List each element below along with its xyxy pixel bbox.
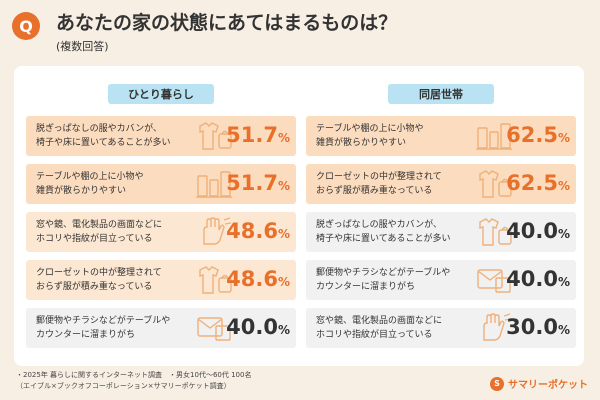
shirt-bag-icon bbox=[474, 216, 514, 248]
value-unit: % bbox=[277, 227, 290, 241]
data-label: 48.6% bbox=[226, 267, 290, 291]
hand-wipe-icon bbox=[474, 312, 514, 344]
value-unit: % bbox=[557, 323, 570, 337]
page-title: あなたの家の状態にあてはまるものは？ bbox=[56, 12, 398, 34]
value-number: 40.0 bbox=[226, 315, 278, 339]
category-label: 脱ぎっぱなしの服やカバンが、 椅子や床に置いてあることが多い bbox=[36, 124, 171, 148]
value-number: 48.6 bbox=[226, 219, 278, 243]
value-unit: % bbox=[557, 275, 570, 289]
category-label: 窓や鏡、電化製品の画面などに ホコリや指紋が目立っている bbox=[316, 316, 443, 340]
value-number: 30.0 bbox=[506, 315, 558, 339]
hand-wipe-icon bbox=[194, 216, 234, 248]
value-unit: % bbox=[557, 179, 570, 193]
mail-icon bbox=[194, 312, 234, 344]
value-number: 40.0 bbox=[506, 267, 558, 291]
value-unit: % bbox=[557, 131, 570, 145]
category-label: 窓や鏡、電化製品の画面などに ホコリや指紋が目立っている bbox=[36, 220, 163, 244]
chart-bar: テーブルや棚の上に小物や 雑貨が散らかりやすい 51.7% bbox=[26, 164, 296, 204]
data-label: 62.5% bbox=[506, 171, 570, 195]
value-unit: % bbox=[277, 275, 290, 289]
value-unit: % bbox=[557, 227, 570, 241]
category-label: テーブルや棚の上に小物や 雑貨が散らかりやすい bbox=[36, 172, 144, 196]
chart-bar: 窓や鏡、電化製品の画面などに ホコリや指紋が目立っている 48.6% bbox=[26, 212, 296, 252]
data-label: 51.7% bbox=[226, 171, 290, 195]
shelf-items-icon bbox=[474, 120, 514, 152]
column-header-shared: 同居世帯 bbox=[388, 84, 494, 104]
shirt-bag-icon bbox=[194, 264, 234, 296]
value-unit: % bbox=[277, 131, 290, 145]
category-label: 郵便物やチラシなどがテーブルや カウンターに溜まりがち bbox=[36, 316, 171, 340]
data-label: 48.6% bbox=[226, 219, 290, 243]
page-subtitle: (複数回答) bbox=[56, 40, 109, 53]
results-panel: ひとり暮らし 脱ぎっぱなしの服やカバンが、 椅子や床に置いてあることが多い 51.… bbox=[14, 66, 584, 366]
category-label: 脱ぎっぱなしの服やカバンが、 椅子や床に置いてあることが多い bbox=[316, 220, 451, 244]
chart-bar: クローゼットの中が整理されて おらず服が積み重なっている 62.5% bbox=[306, 164, 576, 204]
category-label: クローゼットの中が整理されて おらず服が積み重なっている bbox=[316, 172, 442, 196]
mail-icon bbox=[474, 264, 514, 296]
chart-bar: クローゼットの中が整理されて おらず服が積み重なっている 48.6% bbox=[26, 260, 296, 300]
data-label: 40.0% bbox=[506, 219, 570, 243]
chart-bar: 郵便物やチラシなどがテーブルや カウンターに溜まりがち 40.0% bbox=[306, 260, 576, 300]
data-label: 30.0% bbox=[506, 315, 570, 339]
value-number: 51.7 bbox=[226, 171, 278, 195]
question-badge: Q bbox=[12, 12, 40, 40]
survey-footnote: ・2025年 暮らしに関するインターネット調査 ・男女10代〜60代 100名 … bbox=[16, 371, 252, 390]
chart-bar: 脱ぎっぱなしの服やカバンが、 椅子や床に置いてあることが多い 40.0% bbox=[306, 212, 576, 252]
brand-logo: S サマリーポケット bbox=[490, 376, 588, 391]
data-label: 40.0% bbox=[506, 267, 570, 291]
data-label: 40.0% bbox=[226, 315, 290, 339]
value-number: 62.5 bbox=[506, 171, 558, 195]
value-number: 40.0 bbox=[506, 219, 558, 243]
chart-bar: 脱ぎっぱなしの服やカバンが、 椅子や床に置いてあることが多い 51.7% bbox=[26, 116, 296, 156]
shirt-bag-icon bbox=[194, 120, 234, 152]
column-header-single: ひとり暮らし bbox=[108, 84, 214, 104]
brand-name: サマリーポケット bbox=[508, 380, 588, 391]
data-label: 51.7% bbox=[226, 123, 290, 147]
brand-mark-icon: S bbox=[490, 376, 504, 391]
category-label: クローゼットの中が整理されて おらず服が積み重なっている bbox=[36, 268, 162, 292]
category-label: 郵便物やチラシなどがテーブルや カウンターに溜まりがち bbox=[316, 268, 451, 292]
data-label: 62.5% bbox=[506, 123, 570, 147]
shelf-items-icon bbox=[194, 168, 234, 200]
value-number: 51.7 bbox=[226, 123, 278, 147]
value-unit: % bbox=[277, 323, 290, 337]
category-label: テーブルや棚の上に小物や 雑貨が散らかりやすい bbox=[316, 124, 424, 148]
chart-bar: テーブルや棚の上に小物や 雑貨が散らかりやすい 62.5% bbox=[306, 116, 576, 156]
chart-bar: 窓や鏡、電化製品の画面などに ホコリや指紋が目立っている 30.0% bbox=[306, 308, 576, 348]
shirt-bag-icon bbox=[474, 168, 514, 200]
value-unit: % bbox=[277, 179, 290, 193]
value-number: 48.6 bbox=[226, 267, 278, 291]
value-number: 62.5 bbox=[506, 123, 558, 147]
chart-bar: 郵便物やチラシなどがテーブルや カウンターに溜まりがち 40.0% bbox=[26, 308, 296, 348]
